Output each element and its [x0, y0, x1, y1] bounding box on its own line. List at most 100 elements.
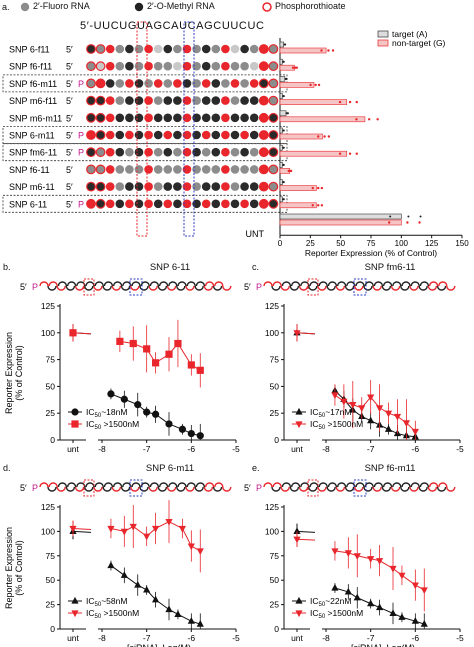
five-prime-label: 5′: [66, 165, 73, 175]
strand-row-nt: [240, 165, 249, 174]
strand-row-nt: [201, 199, 211, 209]
data-point: [398, 613, 406, 620]
strand-arc: [327, 281, 338, 287]
strand-row-nt: [153, 44, 163, 54]
strand-row-nt: [125, 79, 134, 88]
strand-arc: [56, 285, 66, 291]
strand-row-nt: [211, 199, 221, 209]
strand-arc: [48, 482, 58, 488]
panel-c-letter: c.: [252, 262, 260, 272]
y-axis-label: (% of Control): [14, 540, 24, 596]
data-point: [420, 620, 428, 627]
strand-row-nt: [258, 112, 269, 123]
bar-nontarget: [279, 185, 317, 191]
strand-arc: [290, 281, 301, 287]
strand-row-nt: [240, 79, 249, 88]
strand-arc: [195, 281, 206, 287]
strand-arc: [47, 486, 57, 492]
bar-point: [389, 215, 392, 218]
strand-row-nt: [153, 113, 163, 123]
strand-row-nt: [105, 79, 115, 88]
strand-row-nt: [86, 130, 96, 140]
strand-arc: [65, 285, 76, 291]
strand-arc: [317, 486, 327, 492]
strand-arc: [131, 482, 141, 488]
strand-arc: [263, 281, 273, 287]
strand-arc: [149, 281, 160, 287]
x-tick-label: -5: [456, 633, 464, 643]
bar-point: [323, 135, 326, 138]
y-tick-label: 50: [270, 575, 280, 585]
strand-row-nt: [134, 199, 144, 209]
y-axis-label: Reporter Expression: [4, 332, 14, 414]
strand-arc: [93, 285, 103, 291]
strand-arc: [85, 281, 95, 287]
fit-curve: [334, 390, 416, 438]
strand-arc: [280, 285, 290, 291]
strand-arc: [212, 285, 223, 291]
strand-row-nt: [201, 165, 211, 174]
bar-point: [355, 118, 358, 121]
data-point: [187, 361, 195, 369]
strand-row-nt: [221, 79, 230, 88]
strand-arc: [372, 285, 382, 291]
data-point: [389, 609, 397, 616]
data-point: [134, 401, 142, 409]
legend-label: IC50~58nM: [86, 596, 127, 608]
phosphate-label: P: [256, 282, 262, 292]
strand-row-nt: [173, 147, 182, 157]
strand-row-nt: [221, 130, 230, 140]
y-tick-label: 50: [270, 381, 280, 391]
x-tick-label: -7: [367, 444, 375, 454]
x-tick-label: 100: [395, 239, 409, 248]
bar-point: [317, 204, 320, 207]
strand-arc: [102, 486, 112, 492]
bar-point: [282, 163, 285, 166]
bar-point: [317, 135, 320, 138]
row-label: SNP fm6-11: [9, 148, 57, 158]
panel-d-chart: 5′ P 0 25 50 75 100 125 -8 -7 -6 -5 unt Reporter Expr…: [4, 479, 240, 647]
strand-row-nt: [211, 61, 221, 71]
strand-row-nt: [268, 61, 279, 72]
five-prime-label: 5′: [20, 282, 27, 292]
data-point: [393, 413, 402, 421]
strand-arc: [364, 482, 374, 488]
data-point: [165, 420, 173, 428]
strand-row-nt: [182, 96, 192, 105]
strand-row-nt: [268, 112, 279, 123]
top-legend: 2′-Fluoro RNA 2′-O-Methyl RNA Phosphorot…: [20, 1, 470, 13]
data-point: [129, 339, 137, 348]
y-tick-label: 75: [270, 355, 280, 365]
strand-row-nt: [153, 79, 163, 88]
strand-row-nt: [173, 96, 182, 105]
bar-nontarget: [279, 219, 402, 226]
panel-b-chart: 5′ P 0 25 50 75 100 125 -8 -7 -6 -5 unt Reporter Expr…: [4, 278, 240, 454]
strand-arc: [436, 285, 447, 291]
data-point: [196, 366, 204, 374]
strand-arc: [271, 486, 281, 492]
y-tick-label: 125: [265, 301, 279, 311]
strand-arc: [148, 285, 158, 291]
unt-tick-label: unt: [291, 444, 303, 454]
strand-arc: [176, 486, 186, 492]
strand-row-nt: [134, 182, 144, 191]
x-tick-label: 25: [306, 239, 315, 248]
legend-marker: [71, 596, 79, 604]
x-axis-label: [siRNA], Log(M): [351, 643, 415, 647]
strand-row-nt: [125, 130, 134, 140]
position-6-box: [136, 21, 148, 237]
strand-row-nt: [182, 182, 192, 191]
strand-arc: [317, 285, 327, 291]
strand-row-nt: [201, 113, 211, 123]
position-6-box: [83, 278, 95, 296]
strand-arc: [194, 285, 204, 291]
fluoro-legend-label: 2′-Fluoro RNA: [33, 1, 90, 11]
data-point: [411, 582, 419, 590]
strand-row-nt: [201, 61, 211, 71]
strand-row-nt: [95, 61, 106, 72]
five-prime-label: 5′: [66, 113, 73, 123]
phosphorothioate-legend-label: Phosphorothioate: [275, 1, 346, 11]
y-axis-label: Reporter Expression: [4, 527, 14, 609]
strand-row-nt: [95, 198, 106, 209]
five-prime-label: 5′: [66, 62, 73, 72]
